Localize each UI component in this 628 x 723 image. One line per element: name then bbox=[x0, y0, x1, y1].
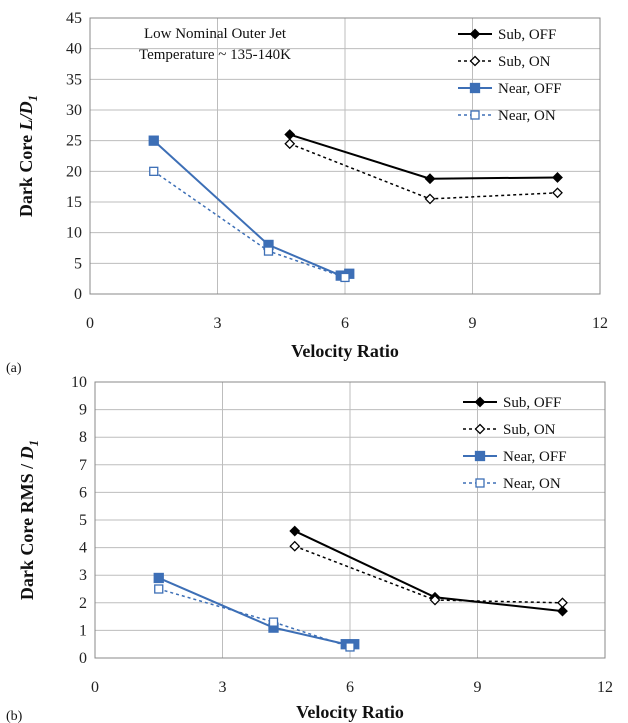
data-point bbox=[557, 605, 568, 617]
series-line bbox=[158, 577, 355, 646]
y-axis-label-main: Dark Core bbox=[16, 130, 36, 217]
x-tick-label: 6 bbox=[341, 315, 349, 332]
data-point bbox=[268, 617, 279, 627]
data-point bbox=[429, 594, 441, 606]
y-tick-label: 40 bbox=[66, 41, 82, 58]
legend-label: Near, ON bbox=[498, 108, 556, 124]
y-tick-label: 5 bbox=[79, 512, 87, 529]
y-tick-label: 35 bbox=[66, 71, 82, 88]
legend-marker bbox=[470, 110, 480, 120]
y-tick-label: 15 bbox=[66, 194, 82, 211]
data-point bbox=[552, 187, 563, 199]
y-tick-label: 9 bbox=[79, 402, 87, 419]
x-tick-label: 0 bbox=[86, 315, 94, 332]
x-axis-label: Velocity Ratio bbox=[291, 341, 399, 361]
data-point bbox=[340, 272, 350, 283]
x-tick-label: 9 bbox=[474, 679, 482, 696]
y-tick-label: 8 bbox=[79, 429, 87, 446]
data-point bbox=[424, 173, 436, 185]
data-point bbox=[148, 135, 159, 146]
y-tick-label: 25 bbox=[66, 133, 82, 150]
legend-marker bbox=[469, 82, 481, 94]
legend-label: Near, OFF bbox=[503, 449, 567, 465]
y-tick-label: 0 bbox=[79, 650, 87, 667]
data-point bbox=[289, 525, 301, 537]
y-tick-label: 30 bbox=[66, 102, 82, 119]
data-point bbox=[345, 642, 355, 652]
legend-marker bbox=[474, 450, 486, 462]
chart-a: 0 5 10 15 20 25 30 35 40 45 0 3 6 9 12 Velocity Ratio Da… bbox=[6, 10, 608, 376]
legend-marker bbox=[474, 396, 486, 408]
y-axis-label: Dark Core L/D1 bbox=[16, 95, 40, 217]
y-tick-label: 6 bbox=[79, 484, 87, 501]
y-tick-label: 10 bbox=[71, 374, 87, 391]
data-point bbox=[149, 166, 159, 176]
data-point bbox=[153, 572, 164, 584]
y-axis-label-main: Dark Core bbox=[17, 513, 37, 600]
data-point bbox=[552, 172, 563, 183]
legend-label: Near, ON bbox=[503, 476, 561, 492]
data-point bbox=[154, 584, 164, 594]
legend-label: Near, OFF bbox=[498, 81, 562, 97]
x-tick-label: 6 bbox=[346, 679, 354, 696]
x-tick-label: 12 bbox=[592, 315, 608, 332]
y-tick-label: 10 bbox=[66, 225, 82, 242]
data-point bbox=[284, 129, 296, 140]
y-tick-label: 4 bbox=[79, 540, 87, 557]
y-tick-label: 5 bbox=[74, 255, 82, 272]
y-axis-label-subscript: 1 bbox=[26, 440, 41, 447]
y-tick-label: 45 bbox=[66, 10, 82, 27]
series-line bbox=[153, 170, 346, 279]
y-axis-label-upright: RMS / bbox=[17, 459, 37, 513]
legend-marker bbox=[469, 55, 481, 67]
data-point bbox=[263, 246, 274, 256]
y-axis-label-italic: D bbox=[17, 446, 37, 460]
legend-label: Sub, OFF bbox=[498, 27, 556, 43]
data-point bbox=[424, 193, 436, 205]
panel-label: (a) bbox=[6, 361, 22, 376]
annotation-line: Temperature ~ 135-140K bbox=[139, 47, 291, 63]
y-tick-label: 3 bbox=[79, 567, 87, 584]
x-tick-label: 3 bbox=[214, 315, 222, 332]
legend-label: Sub, OFF bbox=[503, 395, 561, 411]
legend: Sub, OFF Sub, ON Near, OFF Near, ON bbox=[458, 27, 562, 124]
legend-label: Sub, ON bbox=[498, 54, 551, 70]
plot-frame bbox=[94, 381, 606, 659]
y-tick-label: 20 bbox=[66, 163, 82, 180]
data-point bbox=[289, 540, 301, 552]
series-line bbox=[158, 588, 351, 648]
panel-label: (b) bbox=[6, 709, 23, 723]
legend-marker bbox=[475, 478, 485, 488]
y-tick-label: 1 bbox=[79, 622, 87, 639]
y-axis-label-subscript: 1 bbox=[25, 95, 40, 102]
data-point bbox=[284, 138, 296, 150]
data-point bbox=[557, 597, 568, 609]
x-tick-label: 0 bbox=[91, 679, 99, 696]
y-tick-label: 7 bbox=[79, 457, 87, 474]
legend-marker bbox=[474, 423, 486, 435]
legend-marker bbox=[469, 28, 481, 40]
x-tick-label: 3 bbox=[219, 679, 227, 696]
series-line bbox=[153, 139, 350, 277]
y-axis-label-italic: L/D bbox=[16, 101, 36, 131]
y-tick-label: 2 bbox=[79, 595, 87, 612]
y-axis-label: Dark Core RMS / D1 bbox=[17, 440, 41, 600]
legend-label: Sub, ON bbox=[503, 422, 556, 438]
series-line bbox=[294, 530, 563, 613]
annotation-line: Low Nominal Outer Jet bbox=[144, 26, 287, 42]
x-tick-label: 12 bbox=[597, 679, 613, 696]
plot-frame bbox=[89, 17, 601, 295]
legend: Sub, OFF Sub, ON Near, OFF Near, ON bbox=[463, 395, 567, 492]
y-tick-label: 0 bbox=[74, 286, 82, 303]
x-axis-label: Velocity Ratio bbox=[296, 702, 404, 722]
x-tick-label: 9 bbox=[469, 315, 477, 332]
